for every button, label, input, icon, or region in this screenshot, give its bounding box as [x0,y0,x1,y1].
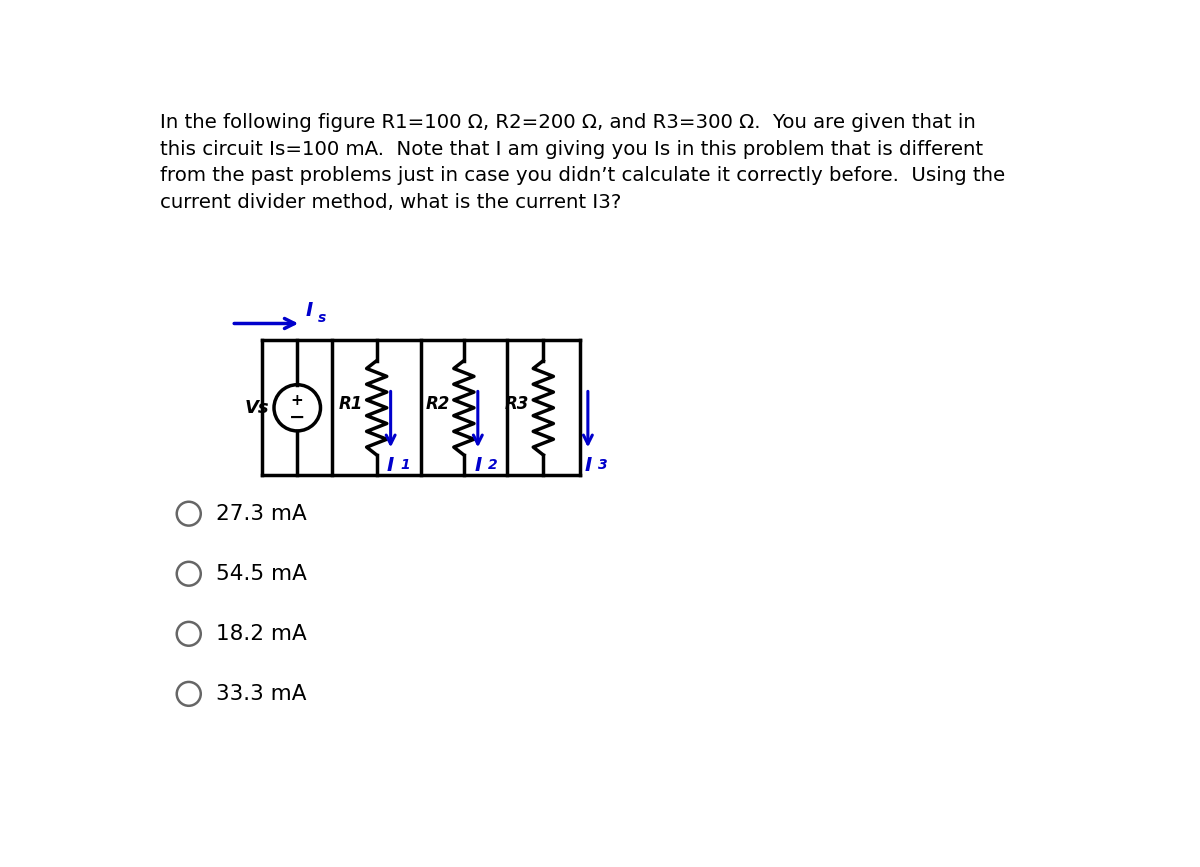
Text: +: + [290,393,304,407]
Text: 27.3 mA: 27.3 mA [216,504,307,524]
Text: R3: R3 [505,395,529,413]
Text: 33.3 mA: 33.3 mA [216,684,306,704]
Text: 18.2 mA: 18.2 mA [216,623,307,644]
Text: I: I [584,455,592,474]
Text: 1: 1 [401,458,410,472]
Text: In the following figure R1=100 Ω, R2=200 Ω, and R3=300 Ω.  You are given that in: In the following figure R1=100 Ω, R2=200… [160,114,1006,212]
Text: Vs: Vs [245,399,269,417]
Text: I: I [306,302,313,321]
Text: R2: R2 [426,395,450,413]
Text: I: I [388,455,395,474]
Text: I: I [474,455,481,474]
Text: 54.5 mA: 54.5 mA [216,564,307,583]
Text: 2: 2 [488,458,498,472]
Text: 3: 3 [598,458,607,472]
Text: −: − [289,408,306,427]
Text: s: s [318,311,326,325]
Text: R1: R1 [338,395,362,413]
